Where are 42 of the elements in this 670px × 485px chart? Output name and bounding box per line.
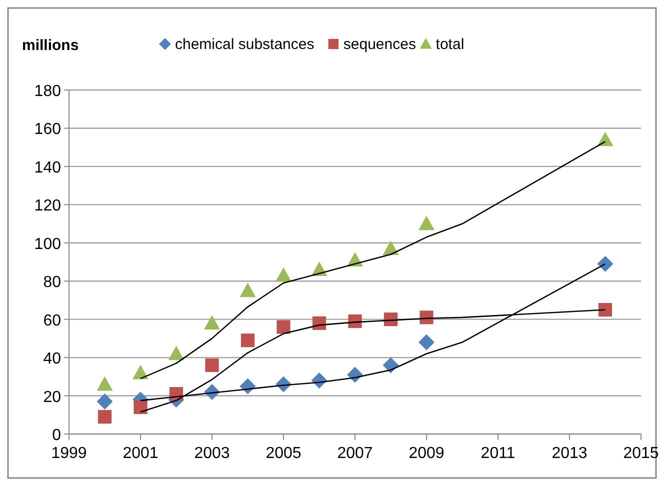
point	[96, 376, 113, 391]
point	[276, 267, 292, 282]
y-tick-label: 0	[52, 427, 62, 444]
point	[276, 320, 290, 334]
x-tick-label: 2007	[337, 445, 373, 462]
y-tick-label: 120	[34, 198, 62, 215]
y-tick-label: 20	[43, 388, 62, 406]
x-tick-label: 2013	[552, 445, 588, 462]
y-axis-title: millions	[22, 37, 79, 54]
y-tick-label: 140	[34, 159, 62, 176]
legend-label: sequences	[343, 36, 416, 53]
point	[98, 410, 112, 424]
x-tick-label: 1999	[51, 445, 87, 462]
point	[205, 358, 219, 372]
point	[96, 394, 113, 410]
point	[418, 216, 434, 230]
y-tick-label: 100	[34, 236, 62, 253]
x-tick-label: 2003	[194, 445, 230, 462]
x-tick-label: 2001	[122, 445, 158, 462]
legend-label: chemical substances	[175, 36, 314, 53]
y-tick-label: 60	[43, 312, 62, 330]
point	[240, 378, 256, 394]
legend-label: total	[436, 36, 464, 53]
x-tick-label: 2009	[408, 445, 444, 462]
point	[418, 334, 434, 350]
y-tick-label: 40	[43, 350, 62, 368]
y-tick-label: 80	[43, 274, 62, 292]
x-tick-label: 2015	[623, 445, 659, 462]
x-tick-label: 2005	[266, 445, 302, 462]
point	[420, 310, 434, 324]
x-tick-label: 2011	[480, 445, 516, 462]
point	[134, 400, 148, 414]
point	[204, 315, 220, 330]
point	[240, 282, 256, 298]
point	[597, 256, 614, 272]
y-tick-label: 180	[34, 83, 62, 100]
point	[598, 302, 612, 317]
point	[348, 314, 362, 328]
y-tick-label: 160	[34, 121, 62, 138]
point	[382, 357, 399, 374]
point	[168, 346, 184, 360]
point	[240, 334, 255, 348]
